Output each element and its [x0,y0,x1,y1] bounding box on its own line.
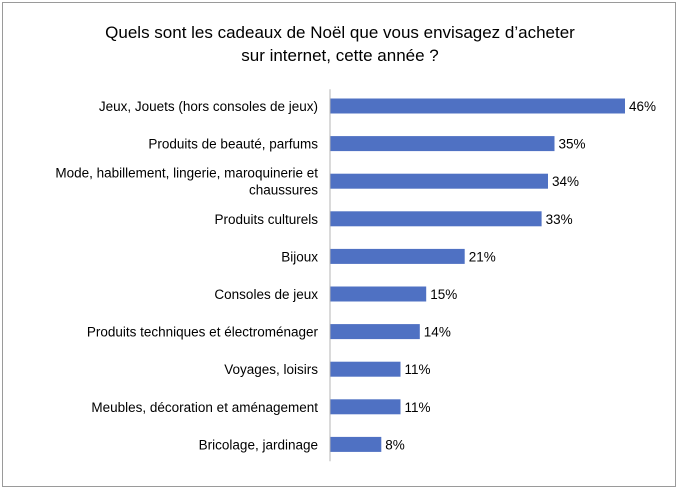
category-label-1-line-0: Produits de beauté, parfums [148,137,318,152]
category-label-6-line-0: Produits techniques et électroménager [87,325,319,340]
bar-6 [330,324,420,340]
category-label-2-line-1: chaussures [249,183,318,198]
category-label-2-line-0: Mode, habillement, lingerie, maroquineri… [55,166,318,181]
bar-9 [330,436,382,452]
category-label-7-line-0: Voyages, loisirs [224,362,318,377]
bar-7 [330,361,401,377]
bar-4 [330,248,465,264]
value-label-0: 46% [629,99,656,114]
value-label-7: 11% [405,362,431,377]
value-label-5: 15% [430,287,457,302]
value-label-4: 21% [469,249,496,264]
bars-group: 46% Jeux, Jouets (hors consoles de jeux) 3… [55,98,656,452]
category-label-3: Produits culturels [214,212,318,227]
category-label-0-line-0: Jeux, Jouets (hors consoles de jeux) [99,99,318,114]
category-label-7: Voyages, loisirs [224,362,318,377]
category-label-9: Bricolage, jardinage [199,437,318,452]
bar-5 [330,286,427,302]
value-label-9: 8% [385,437,405,452]
bar-2 [330,173,548,189]
category-label-3-line-0: Produits culturels [214,212,318,227]
category-label-8: Meubles, décoration et aménagement [91,400,318,415]
category-label-0: Jeux, Jouets (hors consoles de jeux) [99,99,318,114]
value-label-1: 35% [559,137,586,152]
category-label-4-line-0: Bijoux [281,249,318,264]
bar-3 [330,211,542,227]
bar-8 [330,399,401,415]
category-label-6: Produits techniques et électroménager [87,325,319,340]
value-label-6: 14% [424,325,451,340]
category-label-1: Produits de beauté, parfums [148,137,318,152]
category-label-4: Bijoux [281,249,318,264]
category-label-9-line-0: Bricolage, jardinage [199,437,318,452]
chart-title: Quels sont les cadeaux de Noël que vous … [0,21,680,67]
value-label-8: 11% [405,400,431,415]
category-label-8-line-0: Meubles, décoration et aménagement [91,400,318,415]
value-label-3: 33% [546,212,573,227]
category-label-5-line-0: Consoles de jeux [214,287,318,302]
bar-0 [330,98,625,114]
chart-title-line-2: sur internet, cette année ? [241,46,439,65]
category-label-2: Mode, habillement, lingerie, maroquineri… [55,166,318,198]
chart-title-line-1: Quels sont les cadeaux de Noël que vous … [105,23,575,42]
bar-1 [330,136,555,152]
value-label-2: 34% [552,174,579,189]
category-label-5: Consoles de jeux [214,287,318,302]
